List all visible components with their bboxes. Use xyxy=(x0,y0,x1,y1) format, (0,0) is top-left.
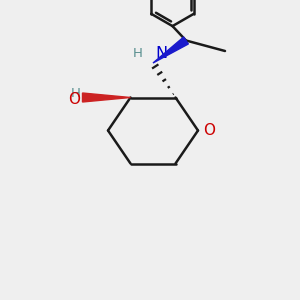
Text: H: H xyxy=(133,47,142,61)
Text: O: O xyxy=(68,92,80,107)
Text: N: N xyxy=(155,46,167,61)
Polygon shape xyxy=(82,93,130,102)
Text: H: H xyxy=(70,87,80,100)
Text: O: O xyxy=(203,123,215,138)
Polygon shape xyxy=(153,37,188,63)
